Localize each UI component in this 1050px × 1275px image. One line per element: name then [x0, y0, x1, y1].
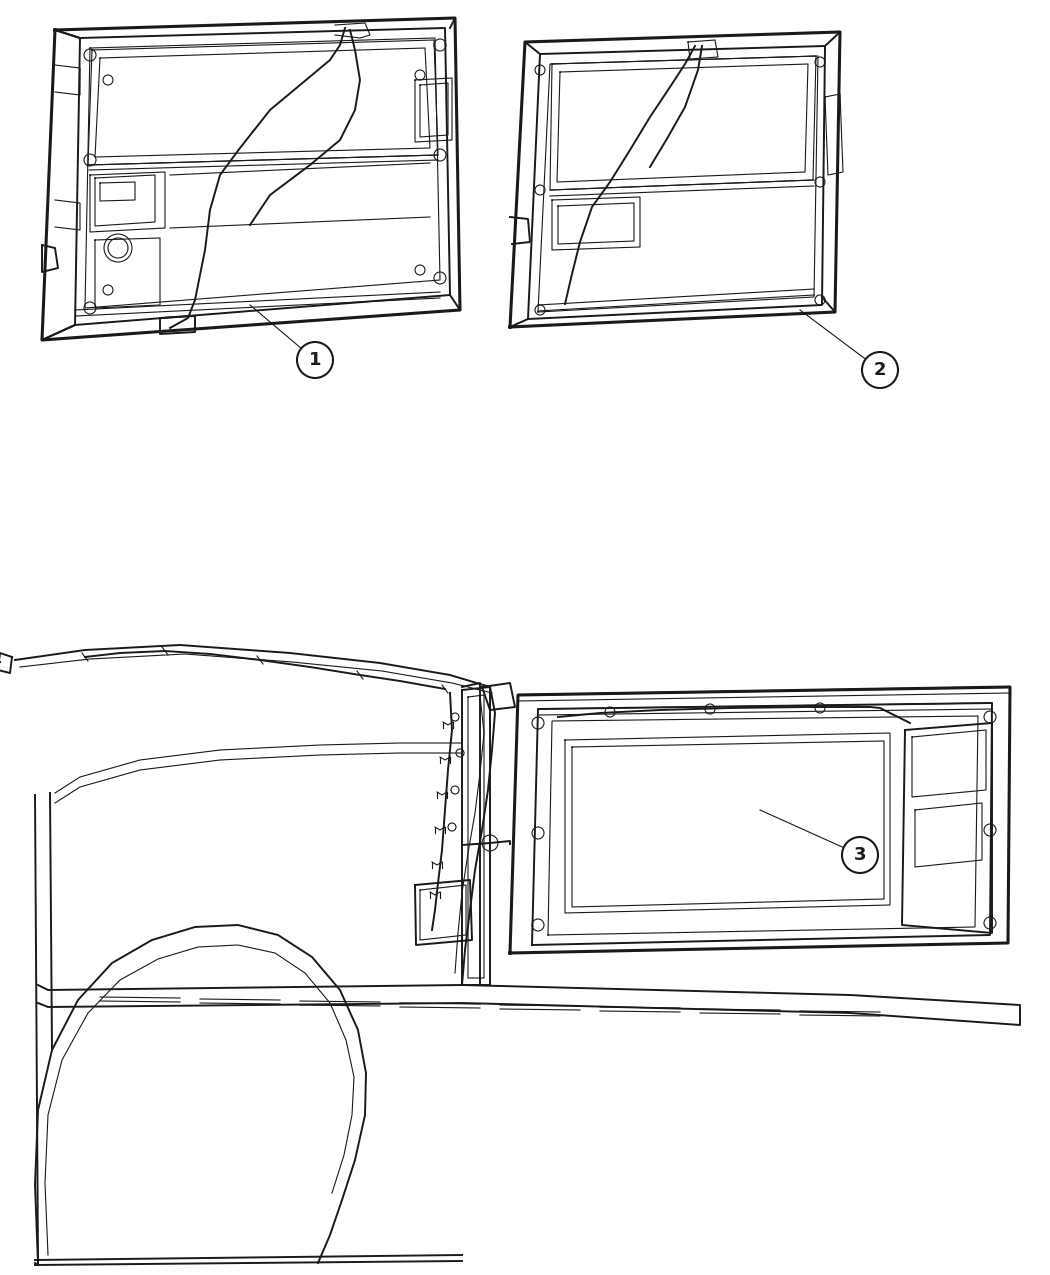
Text: 3: 3 — [854, 847, 866, 864]
Circle shape — [297, 342, 333, 377]
Text: 2: 2 — [874, 361, 886, 379]
Circle shape — [842, 836, 878, 873]
Circle shape — [862, 352, 898, 388]
Text: 1: 1 — [309, 351, 321, 368]
